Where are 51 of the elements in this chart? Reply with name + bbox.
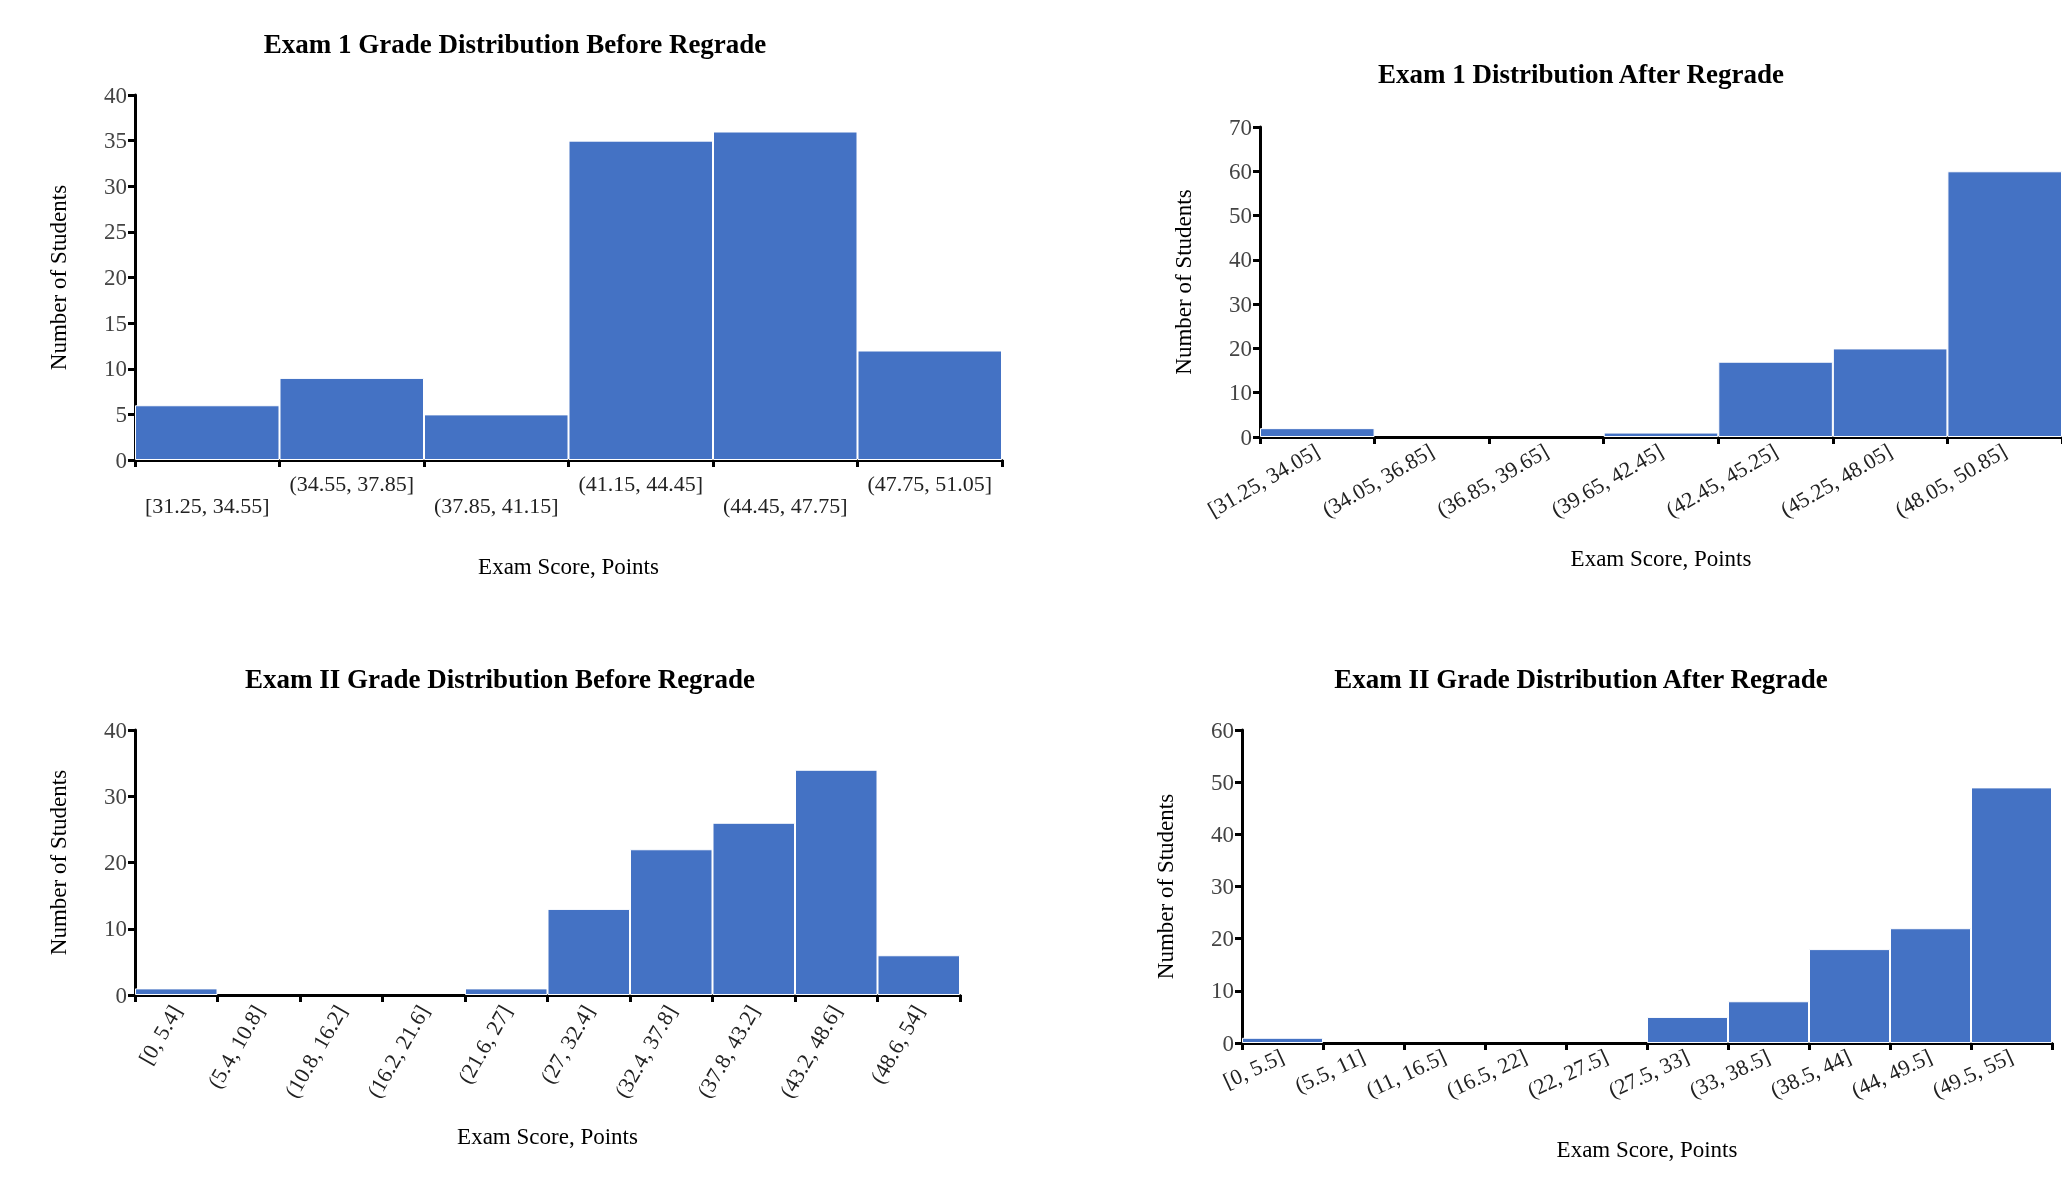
y-tick-label: 30 — [104, 173, 127, 199]
y-axis-title: Number of Students — [46, 184, 71, 371]
x-axis-title: Exam Score, Points — [1556, 1137, 1738, 1162]
y-tick-label: 10 — [1229, 380, 1252, 406]
x-tick-label: [0, 5.4] — [133, 1000, 188, 1069]
x-tick-label: (41.15, 44.45] — [578, 470, 704, 496]
y-tick-label: 0 — [115, 447, 127, 473]
y-tick-label: 70 — [1229, 114, 1252, 140]
y-tick-label: 50 — [1229, 203, 1252, 229]
chart-title: Exam 1 Grade Distribution Before Regrade — [263, 28, 767, 59]
y-tick-label: 0 — [1222, 1030, 1234, 1056]
y-tick-label: 20 — [104, 850, 127, 875]
x-tick-label: (44.45, 47.75] — [722, 492, 848, 518]
bar — [135, 988, 218, 995]
y-tick-label: 35 — [104, 128, 127, 154]
y-tick-label: 30 — [1211, 874, 1234, 899]
chart-title: Exam II Grade Distribution Before Regrade — [244, 663, 756, 694]
x-tick-label: [31.25, 34.55] — [144, 492, 270, 518]
chart-title: Exam II Grade Distribution After Regrade — [1334, 663, 1828, 694]
y-tick-label: 20 — [1211, 926, 1234, 952]
x-tick-label: (47.75, 51.05] — [867, 470, 993, 496]
y-tick-label: 50 — [1211, 769, 1234, 795]
y-tick-label: 30 — [104, 783, 127, 809]
y-tick-label: 0 — [1240, 424, 1252, 450]
y-tick-label: 20 — [104, 265, 127, 290]
y-tick-label: 0 — [115, 982, 127, 1008]
x-axis-title: Exam Score, Points — [478, 554, 659, 579]
x-axis-title: Exam Score, Points — [457, 1124, 638, 1149]
y-tick-label: 10 — [104, 916, 127, 942]
y-tick-label: 60 — [1211, 717, 1234, 743]
x-tick-label: (37.85, 41.15] — [433, 492, 559, 518]
y-tick-label: 20 — [1229, 335, 1252, 361]
x-axis-title: Exam Score, Points — [1570, 546, 1752, 571]
y-tick-label: 40 — [104, 82, 127, 108]
y-tick-label: 15 — [104, 310, 127, 336]
y-tick-label: 60 — [1229, 158, 1252, 184]
y-tick-label: 40 — [104, 717, 127, 743]
y-axis-title: Number of Students — [46, 769, 71, 956]
y-tick-label: 5 — [115, 401, 127, 427]
y-axis-title: Number of Students — [1171, 189, 1196, 375]
y-tick-label: 40 — [1229, 247, 1252, 273]
chart-title: Exam 1 Distribution After Regrade — [1378, 58, 1784, 89]
y-tick-label: 30 — [1229, 291, 1252, 317]
y-tick-label: 10 — [104, 356, 127, 382]
y-tick-label: 25 — [104, 219, 127, 245]
bar — [1260, 428, 1375, 437]
bar — [1242, 1037, 1323, 1043]
y-tick-label: 10 — [1211, 978, 1234, 1004]
x-tick-label: (34.55, 37.85] — [289, 470, 415, 496]
y-axis-title: Number of Students — [1153, 793, 1178, 980]
y-tick-label: 40 — [1211, 821, 1234, 847]
